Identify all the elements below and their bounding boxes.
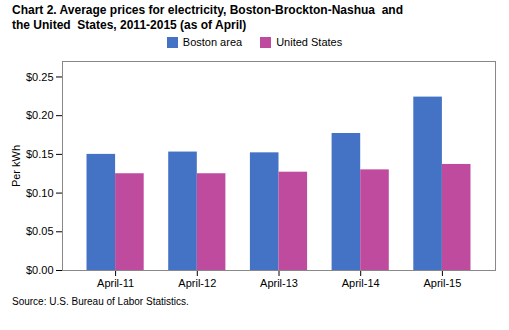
svg-text:April-13: April-13 <box>260 277 298 289</box>
html-text:Chart 2. Average prices for el: Chart 2. Average prices for electricity,… <box>12 3 403 32</box>
svg-text:April-11: April-11 <box>97 277 134 289</box>
svg-text:$0.20: $0.20 <box>26 109 54 121</box>
html-text:Source: U.S. Bureau of Labor S: Source: U.S. Bureau of Labor Statistics. <box>12 296 189 307</box>
svg-text:$0.05: $0.05 <box>26 225 54 237</box>
svg-text:$0.25: $0.25 <box>26 71 54 83</box>
html-text:United States: United States <box>276 35 343 48</box>
svg-text:$0.00: $0.00 <box>26 264 54 276</box>
html-text:Boston area: Boston area <box>182 35 243 48</box>
svg-text:$0.15: $0.15 <box>26 148 54 160</box>
svg-text:April-14: April-14 <box>342 277 380 289</box>
svg-text:$0.10: $0.10 <box>26 187 54 199</box>
svg-text:April-12: April-12 <box>178 277 216 289</box>
svg-text:Per kWh: Per kWh <box>10 145 22 187</box>
svg-text:April-15: April-15 <box>423 277 461 289</box>
